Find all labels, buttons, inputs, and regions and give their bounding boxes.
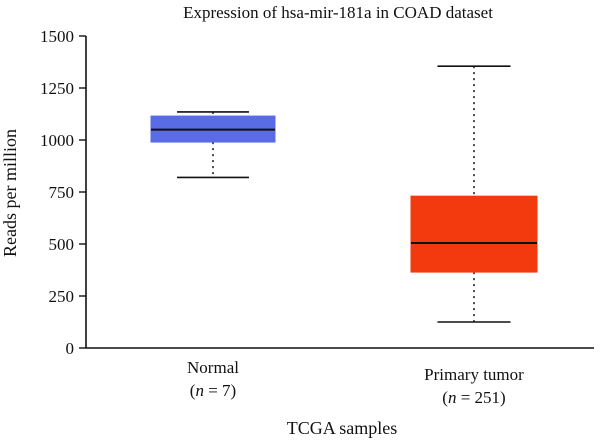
y-tick-label: 250 bbox=[49, 287, 75, 306]
iqr-box bbox=[410, 195, 538, 273]
category-label: Primary tumor bbox=[424, 365, 524, 384]
y-tick-label: 500 bbox=[49, 235, 75, 254]
sample-size-label: (n = 251) bbox=[442, 388, 505, 407]
axes: 0 250 500 750 1000 1250 1500 bbox=[40, 27, 594, 358]
y-tick-label: 0 bbox=[66, 339, 75, 358]
sample-size-label: (n = 7) bbox=[190, 381, 236, 400]
chart-title: Expression of hsa-mir-181a in COAD datas… bbox=[183, 3, 493, 22]
boxes: Normal (n = 7) Primary tumor (n = 251) bbox=[150, 65, 538, 407]
box-group: Primary tumor (n = 251) bbox=[410, 65, 538, 407]
category-label: Normal bbox=[187, 358, 239, 377]
box-group: Normal (n = 7) bbox=[150, 111, 276, 400]
y-tick-label: 750 bbox=[49, 183, 75, 202]
y-axis-label: Reads per million bbox=[0, 129, 20, 257]
x-axis-label: TCGA samples bbox=[287, 418, 398, 438]
y-tick-label: 1250 bbox=[40, 79, 74, 98]
y-tick-label: 1000 bbox=[40, 131, 74, 150]
y-tick-label: 1500 bbox=[40, 27, 74, 46]
